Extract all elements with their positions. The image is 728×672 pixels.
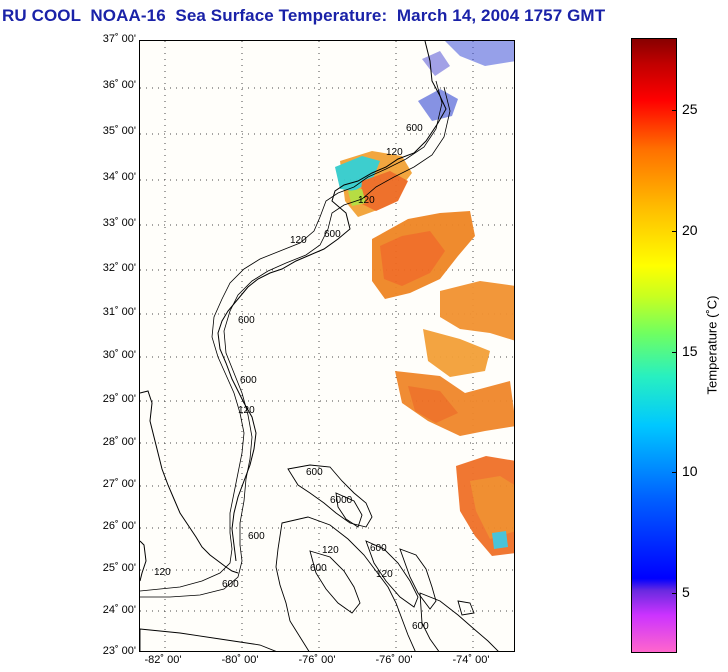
contour-label: 120: [290, 235, 307, 246]
lat-label: 32˚ 00': [102, 262, 136, 274]
sst-patch-cold-3: [422, 51, 450, 76]
contour-label: 120: [322, 545, 339, 556]
lat-label: 29˚ 00': [102, 393, 136, 405]
lat-label: 26˚ 00': [102, 520, 136, 532]
sst-map: 120 600 120 600 120 600 600 120 600 120 …: [139, 40, 515, 652]
contour-label: 600: [248, 531, 265, 542]
lat-label: 27˚ 00': [102, 478, 136, 490]
lat-label: 33˚ 00': [102, 217, 136, 229]
lon-label: -80˚ 00': [221, 654, 259, 666]
contour-label: 120: [238, 405, 255, 416]
sst-patch-mid: [423, 329, 490, 377]
contour-label: 600: [222, 579, 239, 590]
sst-patch-fl: [395, 371, 514, 436]
coastline: [140, 41, 447, 582]
contour-label: 600: [324, 229, 341, 240]
contour-label: 120: [376, 569, 393, 580]
lat-label: 23˚ 00': [102, 645, 136, 657]
sst-data: [335, 41, 514, 556]
lat-label: 25˚ 00': [102, 562, 136, 574]
sst-patch-fl-north: [440, 281, 514, 341]
sst-patch-cold-2: [445, 41, 514, 66]
lon-label: -76˚ 00': [375, 654, 413, 666]
lat-label: 24˚ 00': [102, 604, 136, 616]
contour-label: 600: [238, 315, 255, 326]
colorbar-tick-label: 25: [682, 101, 698, 118]
colorbar-tick-label: 5: [682, 583, 690, 600]
colorbar-tick: [672, 110, 677, 112]
colorbar-tick: [672, 230, 677, 232]
map-canvas: 120 600 120 600 120 600 600 120 600 120 …: [140, 41, 514, 651]
colorbar-tick: [672, 472, 677, 474]
contour-label: 120: [154, 567, 171, 578]
lat-label: 34˚ 00': [102, 171, 136, 183]
sst-patch-cyan: [492, 531, 508, 549]
lon-label: -76˚ 00': [298, 654, 336, 666]
contour-label: 6000: [330, 495, 353, 506]
islands: [140, 464, 499, 651]
map-title: RU COOL NOAA-16 Sea Surface Temperature:…: [2, 6, 606, 25]
sst-patch-ga-2: [380, 231, 445, 286]
temperature-colorbar: [631, 38, 677, 653]
contour-labels: 120 600 120 600 120 600 600 120 600 120 …: [154, 123, 429, 632]
sst-patch-nc-warm: [360, 171, 408, 211]
colorbar-tick-label: 20: [682, 221, 698, 238]
lon-label: -74˚ 00': [452, 654, 490, 666]
lat-label: 30˚ 00': [102, 349, 136, 361]
contour-label: 600: [412, 621, 429, 632]
sst-patch-south-2: [470, 476, 514, 539]
lat-label: 37˚ 00': [102, 33, 136, 45]
sst-patch-fl-2: [408, 386, 458, 423]
lat-label: 36˚ 00': [102, 79, 136, 91]
colorbar-tick: [672, 592, 677, 594]
contour-label: 600: [310, 563, 327, 574]
sst-patch-cold-1: [418, 89, 458, 121]
contour-label: 600: [240, 375, 257, 386]
contour-label: 600: [406, 123, 423, 134]
contour-label: 120: [386, 147, 403, 158]
contour-label: 120: [358, 195, 375, 206]
lat-label: 28˚ 00': [102, 436, 136, 448]
lat-label: 35˚ 00': [102, 125, 136, 137]
colorbar-title: Temperature (˚C): [704, 295, 720, 395]
lat-label: 31˚ 00': [102, 306, 136, 318]
lon-label: -82˚ 00': [144, 654, 182, 666]
colorbar-tick: [672, 351, 677, 353]
contour-label: 600: [370, 543, 387, 554]
isobaths: [140, 80, 451, 598]
colorbar-tick-label: 10: [682, 463, 698, 480]
contour-label: 600: [306, 467, 323, 478]
colorbar-tick-label: 15: [682, 342, 698, 359]
